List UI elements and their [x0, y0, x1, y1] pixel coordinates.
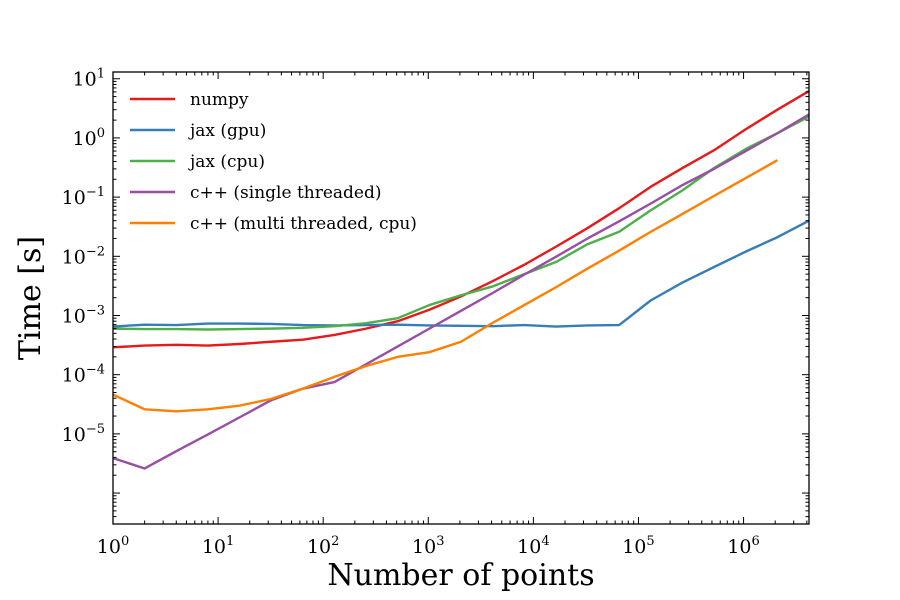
legend-label: numpy	[190, 90, 249, 110]
y-axis-label: Time [s]	[13, 236, 48, 360]
series-line-3	[112, 113, 810, 470]
legend-label: c++ (single threaded)	[190, 183, 382, 203]
y-tick-label: 101	[73, 67, 105, 91]
y-tick-label: 10−3	[62, 303, 105, 327]
series-line-2	[112, 115, 810, 331]
y-tick-label: 10−5	[62, 422, 105, 446]
series-line-4	[112, 159, 778, 413]
x-tick-label: 100	[97, 534, 129, 558]
x-tick-label: 104	[517, 534, 549, 558]
x-tick-label: 102	[307, 534, 339, 558]
legend: numpy jax (gpu) jax (cpu) c++ (single threa…	[130, 90, 417, 234]
y-tick-label: 10−4	[62, 363, 105, 387]
legend-label: c++ (multi threaded, cpu)	[190, 214, 417, 234]
plot-area	[112, 89, 810, 470]
y-tick-label: 100	[73, 126, 105, 150]
x-tick-label: 103	[412, 534, 444, 558]
x-tick-label: 105	[622, 534, 654, 558]
x-axis-label: Number of points	[327, 558, 594, 593]
x-tick-label: 101	[202, 534, 234, 558]
tick-labels: 100 101 102 103 104 105 106 10−5 10−4 10−3 10−2 10−…	[62, 67, 760, 558]
legend-label: jax (gpu)	[188, 121, 266, 141]
y-tick-label: 10−2	[62, 244, 105, 268]
series-line-1	[112, 219, 810, 328]
x-tick-label: 106	[727, 534, 759, 558]
legend-label: jax (cpu)	[188, 152, 265, 172]
y-tick-label: 10−1	[62, 185, 105, 209]
axis-ticks	[112, 72, 809, 525]
